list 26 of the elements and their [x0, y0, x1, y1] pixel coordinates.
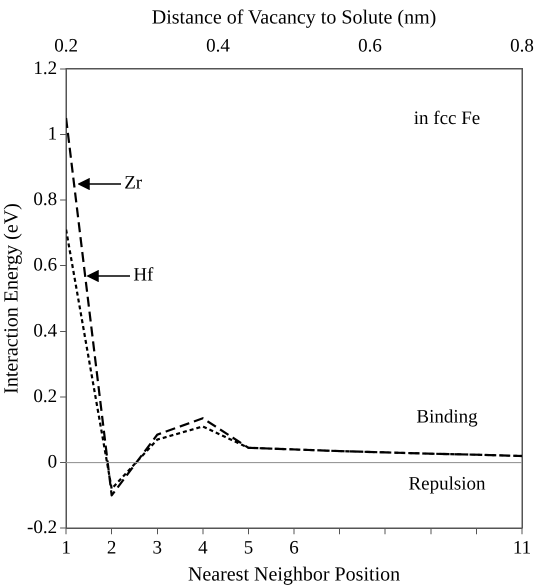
y-tick-label: 0.6	[33, 254, 58, 276]
y-tick-label: 1.2	[33, 58, 58, 79]
annotation: Repulsion	[408, 474, 486, 495]
annotation: Binding	[416, 406, 478, 428]
annotation: Hf	[133, 264, 154, 286]
y-axis-title: Interaction Energy (eV)	[0, 203, 22, 394]
x-tick-label: 2	[106, 538, 116, 559]
x-tick-label: 5	[244, 538, 254, 559]
y-tick-label: 0.2	[33, 386, 58, 407]
y-tick-label: 0	[48, 452, 58, 473]
x-tick-label: 1	[61, 538, 71, 559]
y-tick-label: 1	[48, 123, 58, 144]
y-tick-label: 0.4	[33, 320, 58, 342]
x-tick-label: 11	[512, 538, 532, 559]
x-tick-label: 6	[289, 538, 299, 559]
annotation: Zr	[124, 172, 143, 194]
x2-tick-label: 0.8	[510, 35, 534, 56]
x-tick-label: 4	[198, 538, 208, 559]
y-tick-label: 0.8	[33, 189, 58, 210]
x2-tick-label: 0.6	[358, 35, 382, 56]
x2-axis-title: Distance of Vacancy to Solute (nm)	[152, 6, 436, 28]
x-axis-title: Nearest Neighbor Position	[188, 563, 400, 586]
y-tick-label: -0.2	[27, 517, 58, 538]
x-tick-label: 3	[152, 538, 162, 559]
x2-tick-label: 0.4	[206, 35, 230, 56]
annotation: in fcc Fe	[414, 108, 480, 129]
